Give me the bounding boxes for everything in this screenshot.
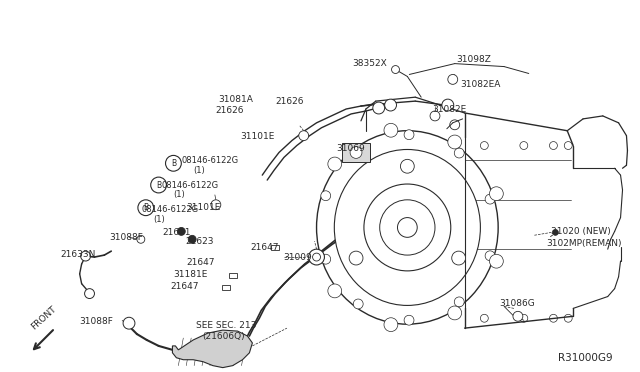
Circle shape [151,177,166,193]
Circle shape [299,131,308,141]
Circle shape [353,299,363,309]
Text: 21647: 21647 [186,257,215,266]
Text: 31088F: 31088F [79,317,113,326]
Bar [228,273,237,278]
Text: 38352X: 38352X [352,59,387,68]
Circle shape [312,253,321,261]
Text: 31098Z: 31098Z [457,55,492,64]
Circle shape [448,135,461,149]
Bar [222,285,230,290]
Circle shape [364,184,451,271]
Text: 31020 (NEW): 31020 (NEW) [552,227,611,236]
Circle shape [454,148,464,158]
Circle shape [328,284,342,298]
Text: (1): (1) [173,190,185,199]
Circle shape [385,99,397,111]
Text: 21626: 21626 [215,106,243,115]
Text: 21633N: 21633N [60,250,95,259]
Circle shape [137,235,145,243]
Text: 31101E: 31101E [241,132,275,141]
Text: FRONT: FRONT [29,304,58,331]
Text: (1): (1) [154,215,165,224]
Circle shape [384,124,398,137]
Circle shape [84,289,95,298]
Circle shape [392,65,399,74]
Circle shape [485,194,495,204]
Circle shape [188,235,196,243]
Circle shape [123,317,135,329]
Circle shape [328,157,342,171]
Text: 31009: 31009 [283,253,312,262]
Circle shape [454,297,464,307]
Circle shape [401,159,414,173]
Text: B: B [143,203,148,212]
Circle shape [211,200,221,210]
Circle shape [81,251,90,261]
Ellipse shape [317,131,498,324]
Text: 31082E: 31082E [432,105,467,113]
Circle shape [452,251,465,265]
Circle shape [353,146,363,156]
Circle shape [430,111,440,121]
Bar [342,142,370,162]
Ellipse shape [334,150,481,305]
Circle shape [552,230,558,235]
Text: 21621: 21621 [163,228,191,237]
Text: SEE SEC. 213: SEE SEC. 213 [196,321,257,330]
Circle shape [442,99,454,111]
Circle shape [490,187,503,201]
Circle shape [490,254,503,268]
Circle shape [166,155,181,171]
Circle shape [404,315,414,325]
Circle shape [350,147,362,158]
Circle shape [321,191,331,201]
Text: 21623: 21623 [185,237,214,246]
Circle shape [485,251,495,261]
Circle shape [448,74,458,84]
Circle shape [384,318,398,331]
Circle shape [349,251,363,265]
Text: 31082EA: 31082EA [461,80,501,89]
Text: 21647: 21647 [170,282,199,291]
Text: B: B [156,180,161,189]
Circle shape [138,200,154,216]
Text: B: B [171,159,176,168]
Text: 21626: 21626 [275,97,303,106]
Text: (21606Q): (21606Q) [202,331,244,340]
Text: 31101E: 31101E [186,203,221,212]
Text: 3102MP(REMAN): 3102MP(REMAN) [547,239,622,248]
Text: (1): (1) [193,166,205,175]
Circle shape [308,249,324,265]
Text: 31081A: 31081A [218,94,253,104]
Circle shape [177,227,185,235]
Circle shape [380,200,435,255]
Circle shape [513,311,523,321]
Polygon shape [172,330,252,368]
Text: 08146-6122G: 08146-6122G [181,156,239,165]
Circle shape [373,102,385,114]
Text: R31000G9: R31000G9 [558,353,612,363]
Circle shape [404,130,414,140]
Text: 31086G: 31086G [499,299,535,308]
Text: 31069: 31069 [336,144,365,153]
Text: 31088F: 31088F [109,233,143,242]
Text: 08146-6122G: 08146-6122G [161,180,219,189]
Bar [271,245,279,250]
Circle shape [448,306,461,320]
Text: 21647: 21647 [250,243,279,252]
Text: 31181E: 31181E [173,270,208,279]
Text: 08146-6122G: 08146-6122G [142,205,199,214]
Circle shape [397,218,417,237]
Circle shape [321,254,331,264]
